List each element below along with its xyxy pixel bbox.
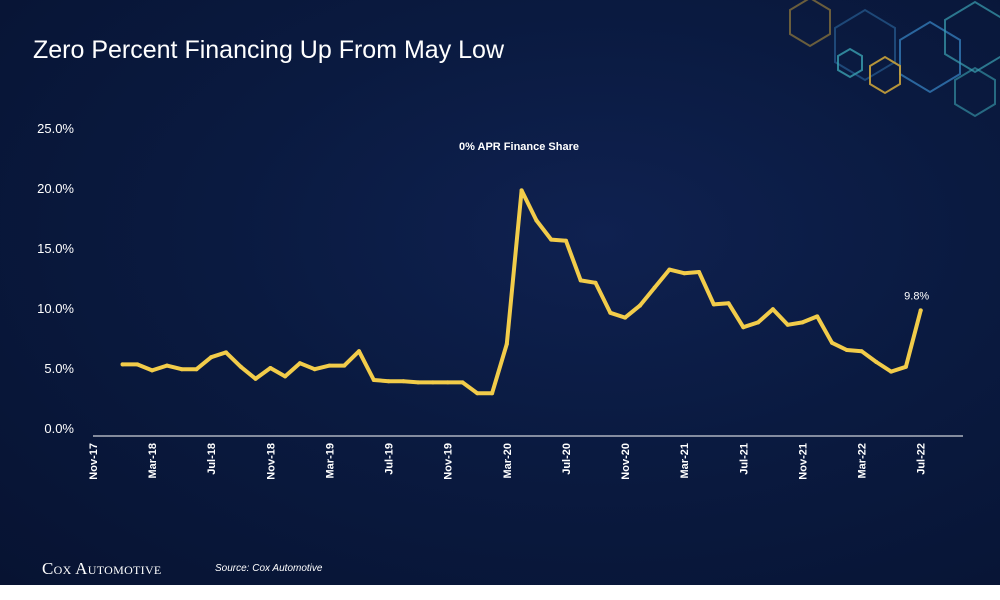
x-tick-label: Jul-20 (561, 443, 573, 475)
x-tick-label: Mar-19 (324, 443, 336, 478)
data-point (756, 320, 761, 325)
data-point (253, 376, 258, 381)
data-point (726, 301, 731, 306)
data-point (549, 237, 554, 242)
data-point (623, 315, 628, 320)
data-point (608, 310, 613, 315)
data-point (460, 380, 465, 385)
data-point (682, 271, 687, 276)
data-point (637, 303, 642, 308)
data-point (711, 302, 716, 307)
x-tick-label: Jul-19 (384, 443, 396, 475)
hexagon-decoration (789, 0, 1000, 118)
data-point (401, 379, 406, 384)
cox-automotive-logo: Cox Automotive (42, 559, 162, 578)
x-tick-label: Mar-18 (147, 443, 159, 478)
data-point (135, 362, 140, 367)
x-tick-label: Jul-21 (738, 443, 750, 475)
data-point (770, 307, 775, 312)
x-tick-label: Nov-19 (443, 443, 455, 480)
x-tick-label: Jul-18 (206, 443, 218, 475)
data-point (652, 285, 657, 290)
data-point (312, 367, 317, 372)
data-point (504, 342, 509, 346)
x-tick-label: Mar-20 (502, 443, 514, 478)
data-point (327, 363, 332, 368)
data-point (534, 218, 539, 223)
data-point (268, 366, 273, 370)
x-tick-label: Nov-21 (797, 443, 809, 480)
data-point (416, 380, 421, 385)
x-tick-label: Mar-22 (857, 443, 869, 478)
x-axis: Nov-17 Mar-18 Jul-18 Nov-18 Mar-19 Jul-19 Nov-… (88, 443, 928, 480)
data-point (785, 322, 790, 327)
data-point (578, 278, 583, 283)
series-points (120, 188, 923, 396)
slide-background: Zero Percent Financing Up From May Low 0… (0, 0, 1000, 585)
data-point (830, 340, 834, 345)
y-tick-label: 10.0% (37, 301, 74, 316)
data-point (371, 378, 376, 382)
x-tick-label: Nov-17 (88, 443, 100, 480)
series-line (120, 188, 923, 396)
data-point (490, 391, 495, 396)
data-point (357, 349, 361, 354)
data-point (209, 355, 214, 360)
data-point (815, 314, 820, 319)
x-tick-label: Jul-22 (916, 443, 928, 475)
data-point (342, 363, 347, 368)
line-chart: 0.0% 5.0% 10.0% 15.0% 20.0% 25.0% Nov-17 Mar-1… (37, 121, 929, 480)
y-axis: 0.0% 5.0% 10.0% 15.0% 20.0% 25.0% (37, 121, 74, 436)
data-point (430, 380, 435, 385)
data-point (297, 361, 302, 366)
data-point (164, 363, 169, 368)
data-point (519, 188, 524, 193)
data-point (859, 349, 864, 354)
chart-title: 0% APR Finance Share (459, 141, 579, 153)
x-tick-label: Nov-20 (620, 443, 632, 480)
x-tick-label: Mar-21 (679, 443, 691, 478)
y-tick-label: 20.0% (37, 181, 74, 196)
data-point (697, 270, 701, 274)
y-tick-label: 15.0% (37, 241, 74, 256)
y-tick-label: 5.0% (44, 361, 74, 376)
source-note: Source: Cox Automotive (215, 563, 323, 574)
data-point (903, 364, 908, 369)
data-point (283, 374, 288, 379)
data-point (918, 308, 923, 313)
data-point (667, 267, 672, 272)
y-tick-label: 25.0% (37, 121, 74, 136)
data-point (475, 391, 480, 396)
data-point (874, 360, 879, 364)
data-point (120, 362, 125, 367)
data-point (889, 369, 894, 374)
page-title: Zero Percent Financing Up From May Low (33, 36, 505, 64)
data-label: 9.8% (904, 290, 929, 302)
data-point (386, 379, 391, 384)
data-point (179, 367, 184, 372)
data-point (844, 348, 849, 352)
data-point (741, 325, 746, 330)
data-point (224, 350, 228, 355)
x-tick-label: Nov-18 (265, 443, 277, 480)
data-point (238, 364, 243, 369)
y-tick-label: 0.0% (44, 421, 74, 436)
data-point (150, 368, 155, 373)
data-point (800, 320, 805, 325)
data-point (593, 280, 598, 285)
data-point (194, 367, 199, 372)
data-point (564, 238, 568, 243)
data-point (445, 380, 450, 385)
